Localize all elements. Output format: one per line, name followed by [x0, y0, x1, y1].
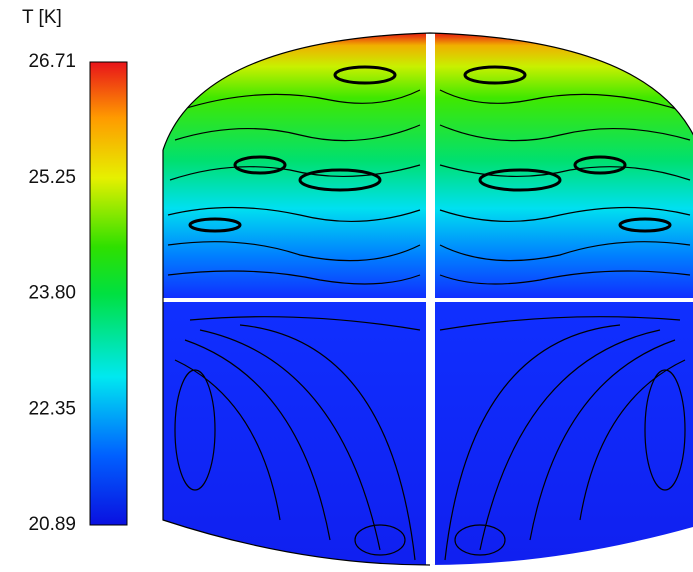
- colorbar-tick-label: 23.80: [28, 283, 76, 304]
- colorbar-tick-label: 20.89: [28, 514, 76, 535]
- colorbar-tick-label: 26.71: [28, 51, 76, 72]
- colorbar-tick-label: 25.25: [28, 167, 76, 188]
- colorbar-ticks: 26.71 25.25 23.80 22.35 20.89: [28, 51, 76, 535]
- colorbar-title: T [K]: [22, 7, 62, 28]
- figure: T [K] 26.71 25.25 23.80 22.35 20.89: [0, 0, 693, 572]
- colorbar: [90, 62, 127, 525]
- colorbar-tick-label: 22.35: [28, 398, 76, 419]
- tank-contours: [150, 30, 693, 572]
